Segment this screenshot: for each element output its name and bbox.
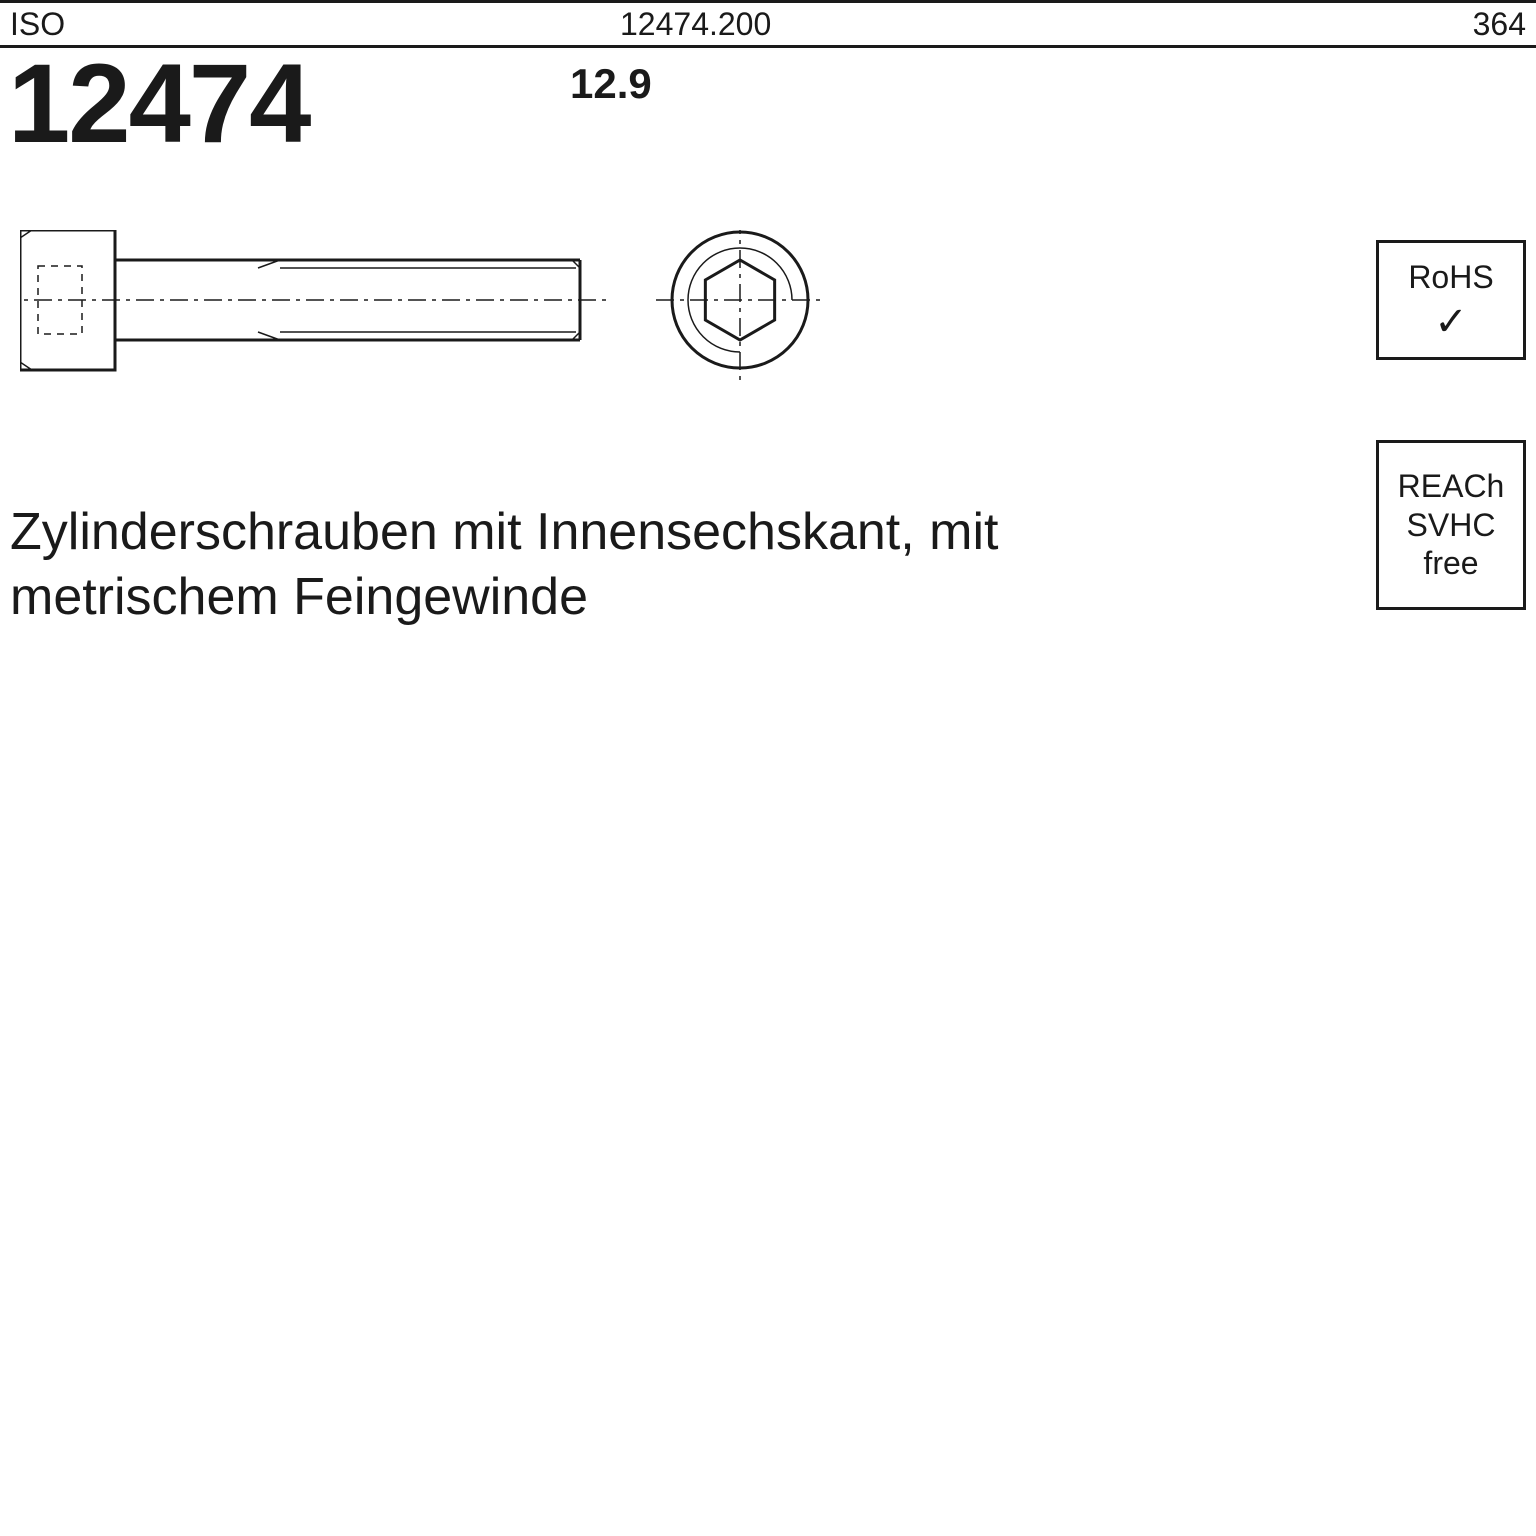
rohs-label: RoHS (1408, 258, 1493, 296)
page-ref: 364 (1473, 6, 1526, 43)
check-icon: ✓ (1434, 302, 1468, 342)
reach-line3: free (1423, 544, 1478, 582)
strength-grade: 12.9 (570, 60, 652, 108)
standard-number: 12474 (8, 48, 309, 160)
technical-drawing (20, 230, 840, 390)
standard-label: ISO (10, 6, 65, 43)
reach-line2: SVHC (1407, 506, 1496, 544)
reach-line1: REACh (1398, 467, 1505, 505)
description-text: Zylinderschrauben mit Innensechskant, mi… (10, 500, 1140, 630)
page: ISO 12474.200 364 12474 12.9 Zylindersch… (0, 0, 1536, 1536)
code-full: 12474.200 (620, 6, 771, 43)
rohs-badge: RoHS ✓ (1376, 240, 1526, 360)
reach-badge: REACh SVHC free (1376, 440, 1526, 610)
